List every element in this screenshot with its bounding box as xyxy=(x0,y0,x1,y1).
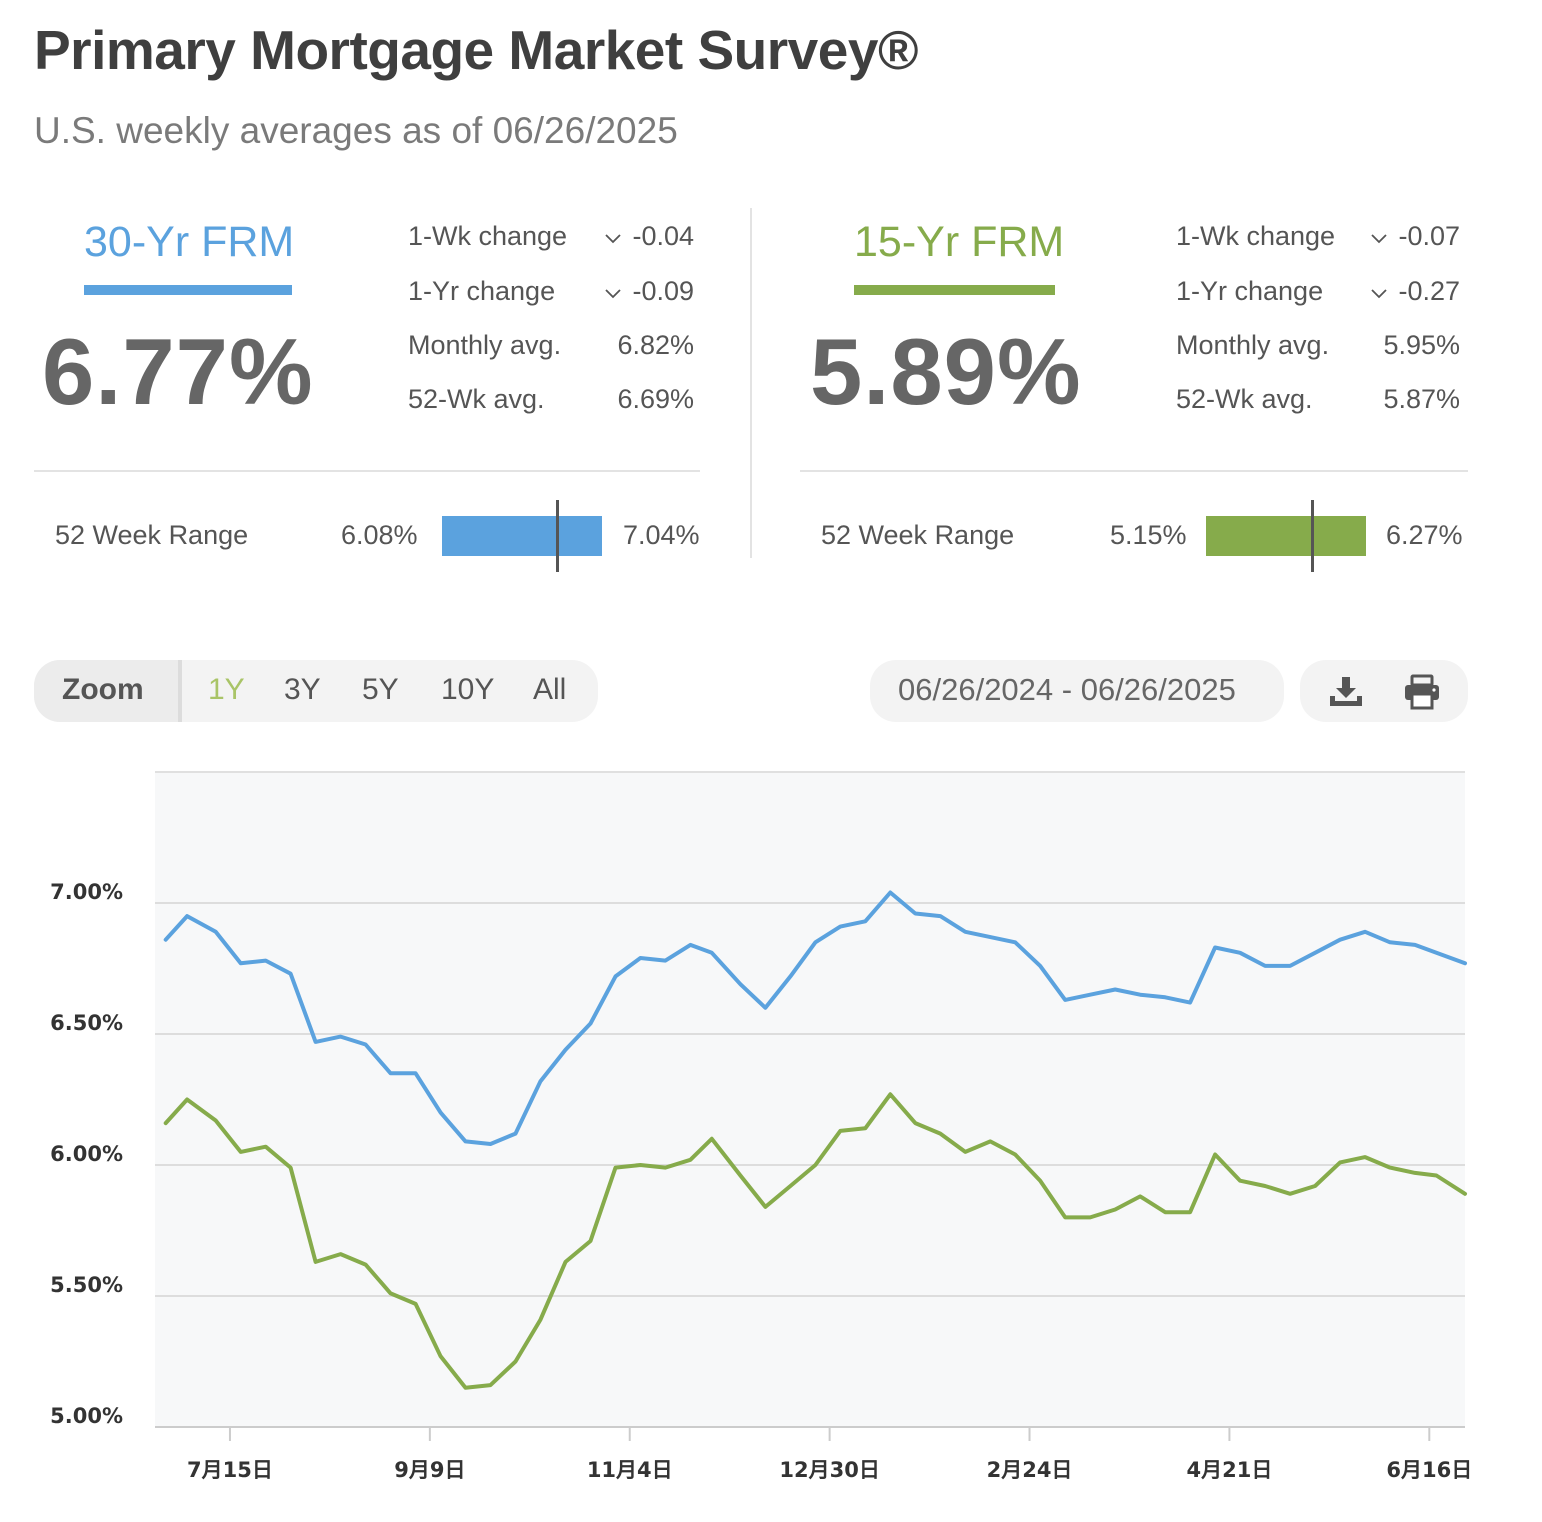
x-tick-label: 12月30日 xyxy=(779,1458,879,1482)
panel-divider xyxy=(750,208,752,558)
range-label: 52 Week Range xyxy=(55,520,249,550)
range-bar-30yr xyxy=(442,516,602,556)
stat-value: -0.07 xyxy=(1326,221,1460,252)
stat-label: 52-Wk avg. xyxy=(1176,384,1313,414)
stat-value: 5.87% xyxy=(1383,384,1460,414)
zoom-label: Zoom xyxy=(62,673,144,706)
divider xyxy=(800,470,1468,472)
date-range-picker[interactable] xyxy=(870,660,1284,722)
rate-value-30yr: 6.77% xyxy=(42,319,314,424)
x-tick-label: 9月9日 xyxy=(394,1458,465,1482)
stat-value-text: -0.07 xyxy=(1398,221,1460,251)
stat-value: 6.69% xyxy=(617,384,694,414)
zoom-10y-button[interactable]: 10Y xyxy=(441,673,495,706)
chevron-down-icon xyxy=(605,289,622,299)
stat-value-text: -0.04 xyxy=(632,221,694,251)
zoom-all-button[interactable]: All xyxy=(533,673,567,706)
rate-value-15yr: 5.89% xyxy=(810,319,1082,424)
rate-name-30yr: 30-Yr FRM xyxy=(84,218,295,266)
chevron-down-icon xyxy=(1371,289,1388,299)
page-title: Primary Mortgage Market Survey® xyxy=(34,19,918,81)
x-tick-label: 4月21日 xyxy=(1186,1458,1272,1482)
stat-label: 1-Yr change xyxy=(1176,276,1324,306)
stat-label: 52-Wk avg. xyxy=(408,384,545,414)
x-tick-label: 11月4日 xyxy=(587,1458,673,1482)
y-tick-label: 6.50% xyxy=(50,1011,123,1035)
chevron-down-icon xyxy=(605,234,622,244)
stat-label: 1-Yr change xyxy=(408,276,556,306)
date-range-text: 06/26/2024 - 06/26/2025 xyxy=(898,672,1236,707)
range-bar-15yr xyxy=(1206,516,1366,556)
x-tick-label: 6月16日 xyxy=(1386,1458,1472,1482)
stat-label: Monthly avg. xyxy=(408,330,562,360)
rate-name-15yr: 15-Yr FRM xyxy=(854,218,1065,266)
series-line-15yr xyxy=(163,1092,1467,1390)
stat-value: 5.95% xyxy=(1383,330,1460,360)
range-low: 6.08% xyxy=(341,520,418,550)
y-tick-label: 6.00% xyxy=(50,1142,123,1166)
range-high: 6.27% xyxy=(1386,520,1463,550)
y-tick-label: 7.00% xyxy=(50,880,123,904)
mortgage-rate-chart: 5.00% 5.50% 6.00% 6.50% 7.00% 7月15日 9月9日 11月4日 1… xyxy=(50,771,1472,1482)
stat-value-text: -0.27 xyxy=(1398,276,1460,306)
stat-value: 6.82% xyxy=(617,330,694,360)
stat-label: 1-Wk change xyxy=(408,221,568,251)
zoom-1y-button[interactable]: 1Y xyxy=(208,673,245,706)
stat-value: -0.04 xyxy=(560,221,694,252)
rate-underline-15yr xyxy=(854,285,1055,295)
y-tick-label: 5.00% xyxy=(50,1404,123,1428)
range-high: 7.04% xyxy=(623,520,700,550)
zoom-3y-button[interactable]: 3Y xyxy=(284,673,321,706)
rate-underline-30yr xyxy=(84,285,292,295)
stat-value-text: -0.09 xyxy=(632,276,694,306)
zoom-label-box xyxy=(34,660,182,722)
stat-value: -0.27 xyxy=(1326,276,1460,307)
range-low: 5.15% xyxy=(1110,520,1187,550)
range-label: 52 Week Range xyxy=(821,520,1015,550)
export-group xyxy=(1300,660,1468,722)
divider xyxy=(34,470,700,472)
stat-label: Monthly avg. xyxy=(1176,330,1330,360)
page-subtitle: U.S. weekly averages as of 06/26/2025 xyxy=(34,110,678,151)
plot-area xyxy=(155,772,1465,1427)
range-marker xyxy=(1310,500,1314,572)
stat-value: -0.09 xyxy=(560,276,694,307)
y-tick-label: 5.50% xyxy=(50,1273,123,1297)
stat-label: 1-Wk change xyxy=(1176,221,1336,251)
print-icon[interactable] xyxy=(1403,674,1441,710)
zoom-5y-button[interactable]: 5Y xyxy=(362,673,399,706)
series-line-30yr xyxy=(163,890,1467,1146)
x-tick-label: 2月24日 xyxy=(987,1458,1073,1482)
x-tick-label: 7月15日 xyxy=(187,1458,273,1482)
range-marker xyxy=(556,500,559,572)
chevron-down-icon xyxy=(1371,234,1388,244)
download-icon[interactable] xyxy=(1328,674,1364,710)
